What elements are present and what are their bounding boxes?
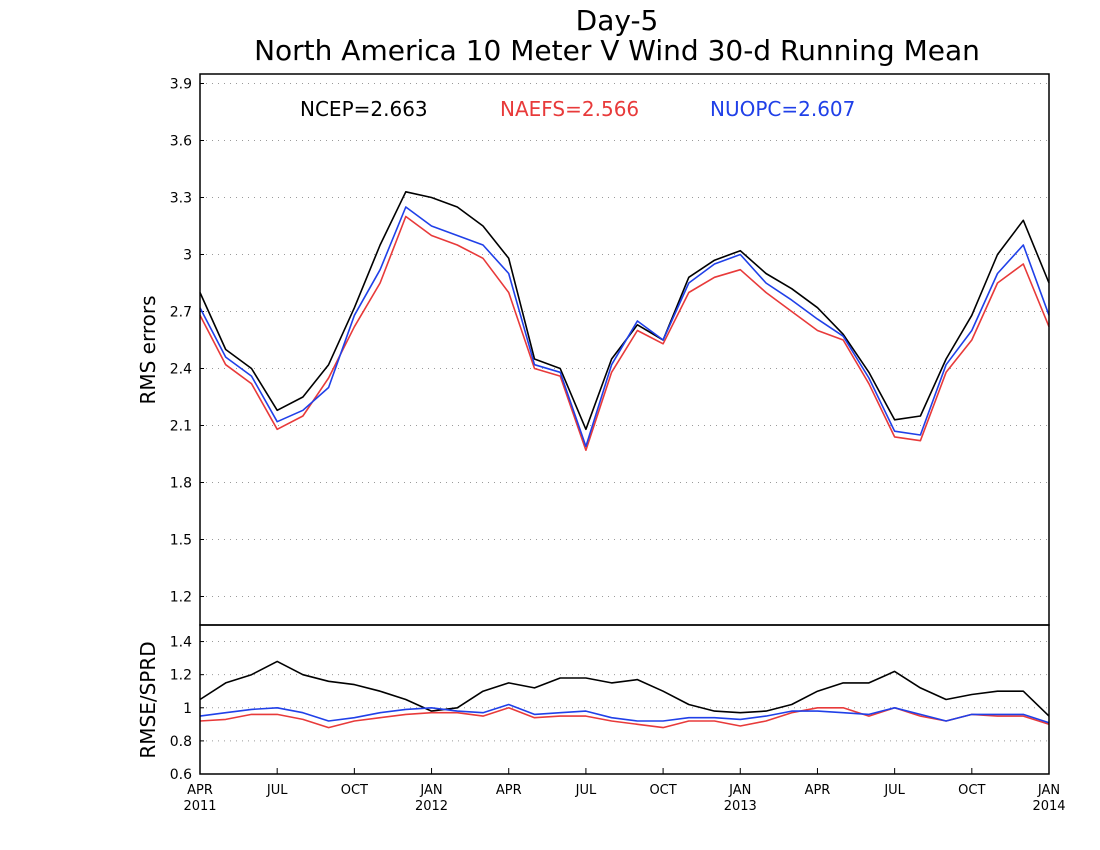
x-tick-year: 2014 bbox=[1032, 799, 1065, 814]
top-y-tick-label: 3.9 bbox=[170, 77, 192, 93]
chart-subtitle: North America 10 Meter V Wind 30-d Runni… bbox=[254, 34, 980, 67]
top-y-tick-label: 2.1 bbox=[170, 419, 192, 435]
x-tick-month: JAN bbox=[419, 783, 442, 798]
top-gridlines bbox=[200, 83, 1049, 597]
bottom-series-naefs bbox=[199, 706, 1050, 729]
bottom-y-tick-label: 1.2 bbox=[170, 668, 192, 684]
top-y-tick-label: 1.5 bbox=[170, 533, 192, 549]
top-y-tick-label: 3 bbox=[183, 248, 192, 264]
top-plot-frame bbox=[199, 73, 1050, 626]
x-tick-year: 2011 bbox=[183, 799, 216, 814]
bottom-series-nuopc bbox=[199, 703, 1050, 724]
bottom-y-tick-label: 0.6 bbox=[170, 767, 192, 783]
bottom-plot-frame bbox=[199, 624, 1050, 775]
bottom-y-tick-labels: 0.6 0.8 1 1.2 1.4 bbox=[170, 635, 204, 783]
x-tick-month: OCT bbox=[958, 783, 985, 798]
legend-nuopc: NUOPC=2.607 bbox=[710, 97, 855, 121]
x-tick-month: APR bbox=[805, 783, 831, 798]
top-y-tick-label: 3.6 bbox=[170, 134, 192, 150]
x-tick-month: JUL bbox=[266, 783, 288, 798]
top-panel: 1.21.51.82.12.42.733.33.63.9 RMS errors … bbox=[136, 73, 1050, 626]
bottom-series-lines bbox=[199, 660, 1050, 729]
top-series-nuopc bbox=[199, 206, 1050, 448]
x-tick-month: JUL bbox=[575, 783, 597, 798]
top-y-tick-label: 1.8 bbox=[170, 476, 192, 492]
legend-naefs: NAEFS=2.566 bbox=[500, 97, 639, 121]
x-tick-month: JAN bbox=[728, 783, 751, 798]
bottom-y-tick-label: 1 bbox=[183, 701, 192, 717]
top-y-tick-label: 1.2 bbox=[170, 590, 192, 606]
top-y-tick-labels: 1.2 1.5 1.8 2.1 2.4 2.7 3 3.3 3.6 3.9 bbox=[170, 77, 204, 606]
x-tick-year: 2012 bbox=[415, 799, 448, 814]
bottom-gridlines bbox=[200, 641, 1049, 742]
bottom-y-tick-label: 1.4 bbox=[170, 635, 192, 651]
chart-title: Day-5 bbox=[576, 4, 659, 37]
legend-ncep: NCEP=2.663 bbox=[300, 97, 428, 121]
x-tick-month: OCT bbox=[341, 783, 368, 798]
top-y-tick-label: 3.3 bbox=[170, 191, 192, 207]
x-tick-month: JUL bbox=[883, 783, 905, 798]
top-series-ncep bbox=[199, 191, 1050, 431]
top-y-tick-label: 2.7 bbox=[170, 305, 192, 321]
top-y-axis-label: RMS errors bbox=[136, 295, 160, 404]
x-tick-month: APR bbox=[187, 783, 213, 798]
x-tick-month: APR bbox=[496, 783, 522, 798]
top-y-tick-label: 2.4 bbox=[170, 362, 192, 378]
bottom-series-ncep bbox=[199, 660, 1050, 717]
x-tick-month: JAN bbox=[1037, 783, 1060, 798]
top-series-lines bbox=[199, 191, 1050, 452]
x-tick-year: 2013 bbox=[724, 799, 757, 814]
bottom-y-axis-label: RMSE/SPRD bbox=[136, 641, 160, 758]
bottom-y-tick-label: 0.8 bbox=[170, 734, 192, 750]
x-tick-month: OCT bbox=[649, 783, 676, 798]
